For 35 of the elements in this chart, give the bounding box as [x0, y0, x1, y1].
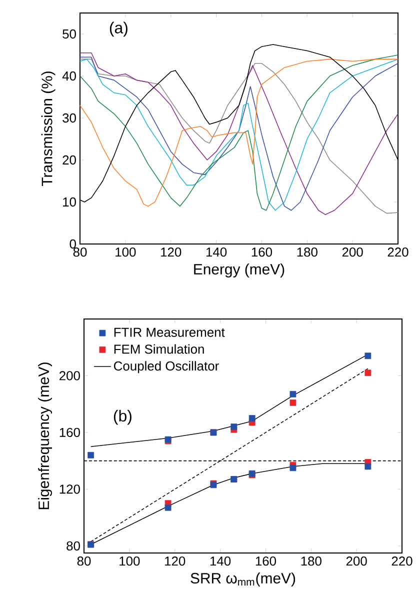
- y-tick-label: 50: [62, 29, 76, 39]
- x-tick-label: 120: [161, 248, 182, 257]
- x-axis-title: Energy (meV): [194, 264, 284, 278]
- y-tick-label: 120: [60, 484, 80, 494]
- x-tick-label: 80: [73, 248, 87, 257]
- y-tick-label: 200: [60, 371, 80, 380]
- x-tick-label: 180: [297, 248, 318, 257]
- x-tick-label: 100: [120, 556, 140, 566]
- y-tick-label: 40: [62, 71, 76, 81]
- x-tick-label: 140: [210, 556, 231, 566]
- y-tick-label: 0: [70, 239, 76, 249]
- x-tick-label: 220: [392, 556, 412, 566]
- y-axis-title: Transmission (%): [41, 72, 56, 186]
- x-tick-label: 100: [116, 248, 136, 257]
- x-tick-label: 200: [346, 556, 367, 566]
- x-tick-label: 220: [388, 248, 408, 257]
- x-tick-label: 160: [252, 248, 272, 257]
- x-tick-label: 200: [342, 248, 363, 257]
- y-axis-title: Eigenfrequency (meV): [38, 362, 52, 510]
- x-tick-label: 160: [256, 556, 276, 566]
- legend-label: FEM Simulation: [114, 344, 204, 354]
- legend-label: FTIR Measurement: [114, 328, 225, 337]
- legend-label: Coupled Oscillator: [114, 361, 219, 374]
- y-tick-label: 80: [66, 541, 80, 550]
- x-tick-label: 180: [301, 556, 322, 566]
- x-axis-title: SRR ω$_{mm}$(meV): [190, 572, 296, 586]
- x-tick-label: 140: [206, 248, 227, 257]
- x-tick-label: 120: [165, 556, 186, 566]
- y-tick-label: 10: [63, 197, 76, 207]
- y-tick-label: 160: [60, 428, 80, 438]
- y-tick-label: 30: [62, 113, 76, 123]
- annotation: (a): [110, 22, 128, 37]
- y-tick-label: 20: [62, 155, 76, 165]
- annotation: (b): [114, 410, 132, 425]
- x-tick-label: 80: [77, 556, 91, 566]
